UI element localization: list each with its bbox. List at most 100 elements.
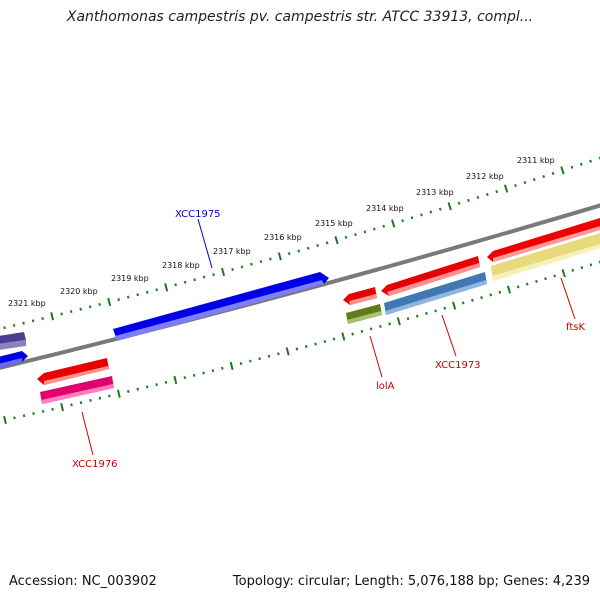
minor-tick: [60, 312, 63, 316]
minor-tick: [13, 416, 16, 420]
gene-label-lola: lolA: [376, 381, 395, 392]
gene-label-xcc1973: XCC1973: [435, 360, 481, 371]
minor-tick: [514, 183, 517, 188]
minor-tick: [415, 314, 419, 318]
minor-tick: [31, 319, 35, 323]
gene-purple-left[interactable]: [0, 332, 26, 350]
minor-tick: [476, 195, 480, 200]
minor-tick: [212, 273, 215, 277]
minor-tick: [579, 162, 583, 166]
minor-tick: [249, 359, 252, 363]
minor-tick: [88, 305, 92, 309]
minor-tick: [183, 280, 187, 284]
minor-tick: [79, 401, 83, 405]
minor-tick: [363, 230, 367, 234]
gene-ftsk[interactable]: [491, 233, 600, 281]
minor-tick: [388, 322, 391, 326]
inner-tick-track: [3, 260, 600, 425]
minor-tick: [267, 354, 271, 358]
minor-tick: [240, 265, 244, 269]
minor-tick: [489, 293, 493, 297]
minor-tick: [174, 283, 177, 287]
minor-tick: [51, 407, 54, 411]
major-tick: [396, 317, 401, 326]
minor-tick: [136, 387, 139, 391]
map-title: Xanthomonas campestris pv. campestris st…: [66, 9, 534, 25]
minor-tick: [434, 309, 437, 313]
gene-xcc1973[interactable]: [384, 272, 487, 315]
minor-tick: [259, 260, 263, 264]
minor-tick: [332, 337, 336, 341]
minor-tick: [525, 282, 529, 286]
minor-tick: [295, 347, 299, 351]
minor-tick: [457, 201, 461, 205]
minor-tick: [183, 376, 187, 380]
minor-tick: [535, 279, 538, 284]
gene-blue-left[interactable]: [0, 351, 28, 368]
minor-tick: [98, 396, 102, 400]
minor-tick: [461, 301, 465, 305]
gene-xcc1975[interactable]: [113, 272, 329, 341]
minor-tick: [277, 352, 280, 356]
minor-tick: [369, 327, 373, 331]
minor-tick: [3, 326, 6, 330]
minor-tick: [211, 369, 215, 373]
major-tick: [116, 389, 121, 398]
minor-tick: [379, 324, 382, 328]
gene-red-mid[interactable]: [381, 256, 480, 296]
minor-tick: [221, 366, 224, 370]
minor-tick: [41, 409, 45, 413]
minor-tick: [410, 216, 414, 220]
scale-label-2321: 2321 kbp: [8, 299, 46, 308]
major-tick: [229, 361, 234, 371]
major-tick: [561, 269, 566, 278]
minor-tick: [314, 342, 317, 346]
gene-red-xcc1976-upper[interactable]: [37, 358, 109, 385]
minor-tick: [425, 311, 428, 315]
minor-tick: [258, 357, 261, 361]
major-tick: [60, 402, 64, 412]
minor-tick: [485, 192, 489, 197]
genome-backbone: [0, 203, 600, 370]
major-tick: [3, 415, 7, 425]
minor-tick: [127, 389, 130, 393]
leader-lola: [369, 335, 383, 378]
gene-red-small[interactable]: [343, 287, 377, 305]
minor-tick: [571, 268, 575, 272]
minor-tick: [304, 344, 308, 349]
minor-tick: [89, 398, 92, 402]
major-tick: [173, 375, 178, 385]
minor-tick: [570, 165, 574, 169]
minor-tick: [192, 373, 196, 377]
scale-label-2315: 2315 kbp: [315, 219, 353, 228]
minor-tick: [316, 244, 319, 248]
major-tick: [50, 312, 55, 321]
minor-tick: [516, 285, 520, 289]
scale-label-2320: 2320 kbp: [60, 287, 98, 296]
major-tick: [107, 297, 112, 307]
genome-stats: Topology: circular; Length: 5,076,188 bp…: [232, 574, 590, 589]
minor-tick: [544, 277, 547, 281]
leader-xcc1973: [441, 314, 457, 357]
scale-label-2319: 2319 kbp: [111, 274, 149, 283]
minor-tick: [164, 380, 168, 384]
minor-tick: [126, 295, 130, 299]
minor-tick: [202, 371, 205, 375]
minor-tick: [467, 198, 470, 203]
major-tick: [164, 283, 169, 292]
accession-label: Accession: NC_003902: [9, 574, 157, 589]
gene-xcc1976[interactable]: [40, 376, 114, 404]
minor-tick: [193, 278, 196, 282]
gene-label-xcc1975: XCC1975: [175, 209, 221, 220]
minor-tick: [136, 293, 139, 297]
scale-label-2311: 2311 kbp: [517, 156, 555, 165]
minor-tick: [420, 213, 423, 217]
gene-label-xcc1976: XCC1976: [72, 459, 118, 470]
major-tick: [277, 252, 282, 261]
major-tick: [285, 347, 290, 356]
minor-tick: [98, 302, 101, 306]
gene-lola[interactable]: [346, 304, 382, 324]
minor-tick: [117, 298, 120, 302]
gene-red-upper-right[interactable]: [487, 218, 600, 262]
minor-tick: [12, 323, 16, 327]
